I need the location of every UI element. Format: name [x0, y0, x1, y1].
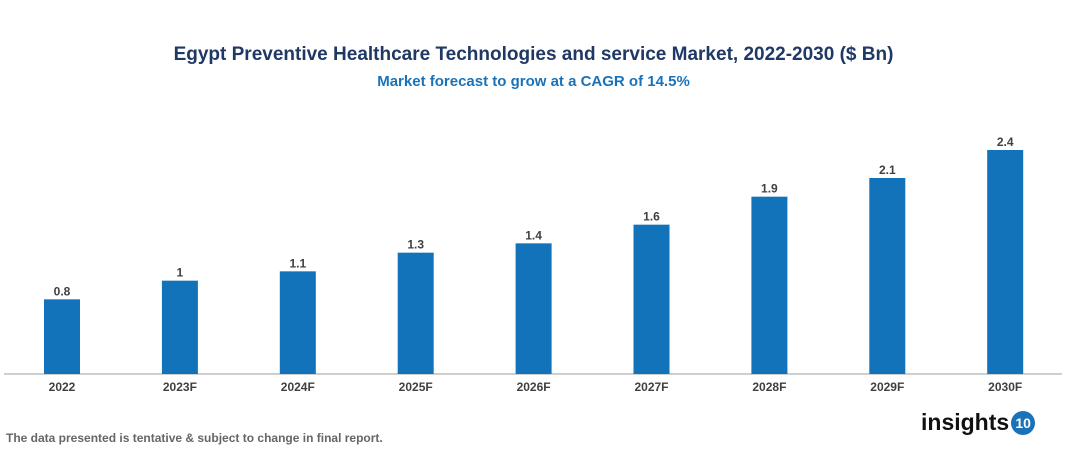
- x-tick-label: 2026F: [517, 380, 551, 394]
- bar: [987, 150, 1024, 374]
- data-label: 1.9: [761, 182, 778, 196]
- bar: [751, 196, 788, 374]
- chart-subtitle: Market forecast to grow at a CAGR of 14.…: [377, 73, 690, 90]
- chart-title: Egypt Preventive Healthcare Technologies…: [173, 44, 894, 65]
- insights10-logo: insights 10: [921, 409, 1036, 436]
- bar: [44, 299, 80, 374]
- data-label: 1.3: [407, 238, 424, 252]
- data-label: 0.8: [54, 284, 71, 298]
- logo-text: insights: [921, 409, 1010, 435]
- bar: [633, 224, 670, 374]
- data-label: 1.1: [289, 256, 306, 270]
- disclaimer-note: The data presented is tentative & subjec…: [6, 431, 383, 445]
- x-tick-label: 2023F: [163, 380, 197, 394]
- x-tick-label: 2030F: [988, 380, 1022, 394]
- data-label: 1: [177, 266, 184, 280]
- bar: [869, 178, 906, 374]
- data-label: 2.1: [879, 163, 896, 177]
- bar: [161, 280, 198, 374]
- data-label: 1.6: [643, 210, 660, 224]
- data-label: 1.4: [525, 228, 542, 242]
- data-label: 2.4: [997, 135, 1014, 149]
- bar: [515, 243, 552, 374]
- bar: [397, 252, 434, 374]
- x-tick-label: 2027F: [634, 380, 668, 394]
- x-tick-label: 2024F: [281, 380, 315, 394]
- x-tick-label: 2025F: [399, 380, 433, 394]
- x-tick-label: 2022: [49, 380, 76, 394]
- bar: [279, 271, 316, 374]
- x-tick-label: 2028F: [752, 380, 786, 394]
- logo-badge: 10: [1011, 410, 1036, 435]
- x-tick-label: 2029F: [870, 380, 904, 394]
